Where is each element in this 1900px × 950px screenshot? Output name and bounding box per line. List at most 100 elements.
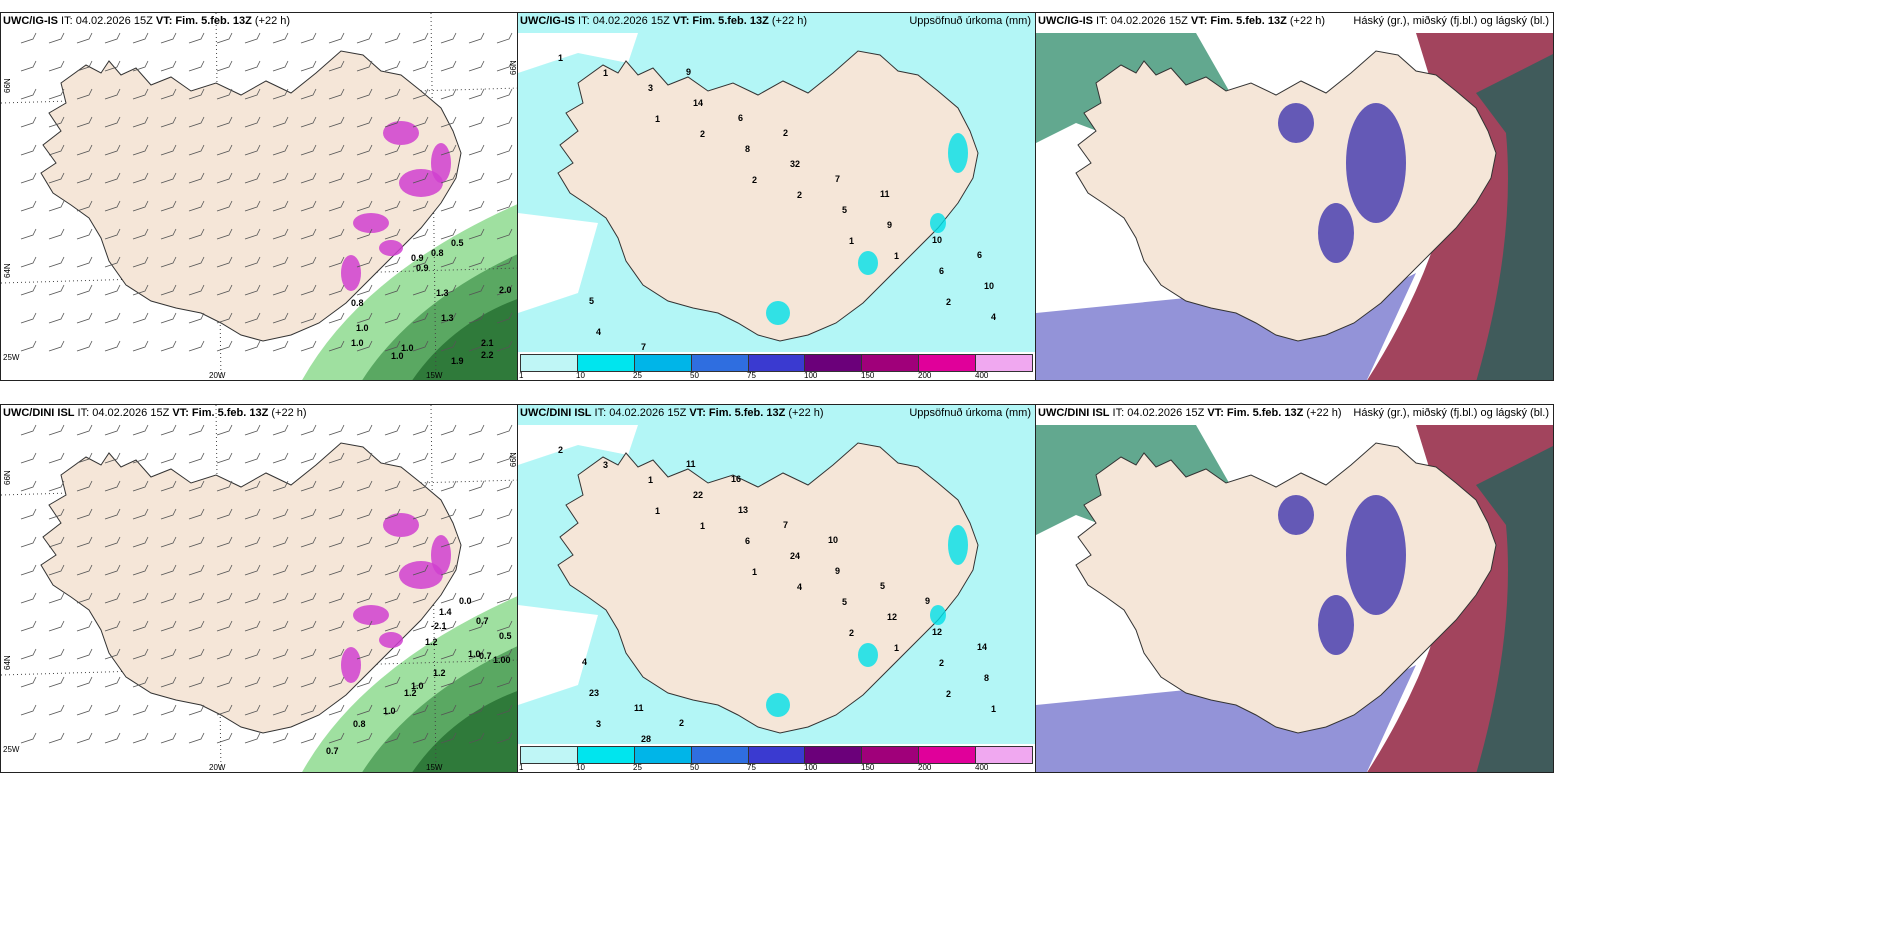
- wind-barb: [20, 676, 37, 688]
- model-label: UWC/IG-IS: [520, 15, 575, 27]
- wind-barb: [76, 256, 93, 268]
- wind-barb: [356, 592, 373, 604]
- field-value-label: 3: [596, 719, 602, 729]
- wind-barb: [272, 508, 289, 520]
- valid-time: VT: Fim. 5.feb. 13Z: [689, 407, 786, 419]
- issue-time: IT: 04.02.2026 15Z: [575, 15, 673, 27]
- wind-barb: [132, 256, 149, 268]
- wind-barb: [300, 620, 317, 632]
- field-value-label: 28: [641, 734, 652, 744]
- wind-barb: [328, 676, 345, 688]
- field-value-label: 0.9: [416, 263, 429, 273]
- wind-barb: [272, 116, 289, 128]
- wind-barb: [384, 564, 401, 576]
- grid-label: 20W: [209, 371, 226, 380]
- field-value-label: 1.0: [411, 681, 424, 691]
- wind-barb: [216, 88, 233, 100]
- grid-label: 20W: [209, 763, 226, 772]
- wind-barb: [356, 32, 373, 44]
- wind-barb: [244, 284, 261, 296]
- field-value-label: 0.8: [353, 719, 366, 729]
- wind-barb: [412, 144, 429, 156]
- field-value-label: 1.00: [493, 655, 511, 665]
- colorbar-tick-label: 150: [861, 371, 875, 380]
- field-value-label: 2: [783, 128, 789, 138]
- wind-barb: [440, 200, 457, 212]
- map-canvas: [518, 405, 1035, 772]
- green-field-dark: [412, 690, 518, 772]
- wind-barb: [356, 508, 373, 520]
- wind-barb: [48, 648, 65, 660]
- wind-barb: [20, 228, 37, 240]
- wind-barb: [468, 480, 485, 492]
- wind-barb: [440, 32, 457, 44]
- wind-barb: [244, 228, 261, 240]
- valid-time: VT: Fim. 5.feb. 13Z: [1190, 15, 1287, 27]
- wind-barb: [160, 508, 177, 520]
- wind-barb: [20, 704, 37, 716]
- mid-cloud: [1036, 273, 1416, 380]
- lat-gridline: [1, 479, 518, 496]
- wind-barb: [496, 32, 513, 44]
- wind-barb: [412, 228, 429, 240]
- wind-barb: [272, 592, 289, 604]
- field-value-label: 5: [842, 205, 848, 215]
- field-value-label: 1: [894, 251, 900, 261]
- wind-barb: [468, 116, 485, 128]
- issue-time: IT: 04.02.2026 15Z: [1109, 407, 1208, 419]
- field-value-label: 9: [835, 566, 841, 576]
- wind-barb: [20, 340, 37, 352]
- wind-barb: [48, 704, 65, 716]
- wind-barb: [496, 284, 513, 296]
- grid-label: 15W: [426, 371, 443, 380]
- mid-cloud-blob: [1318, 595, 1354, 655]
- wind-barb: [160, 228, 177, 240]
- wind-barb: [216, 144, 233, 156]
- wind-barb: [216, 200, 233, 212]
- wind-barb: [132, 172, 149, 184]
- wind-barb: [132, 676, 149, 688]
- wind-barb: [76, 312, 93, 324]
- wind-barb: [384, 60, 401, 72]
- wind-barb: [188, 88, 205, 100]
- map-canvas: [1, 13, 518, 380]
- wind-barb: [300, 60, 317, 72]
- wind-barb: [328, 144, 345, 156]
- wind-barb: [76, 676, 93, 688]
- wind-barb: [440, 284, 457, 296]
- colorbar-swatch: [521, 355, 578, 371]
- wind-barb: [104, 144, 121, 156]
- wind-barb: [132, 536, 149, 548]
- wind-barb: [48, 508, 65, 520]
- wind-barb: [244, 732, 261, 744]
- precip-blob: [930, 213, 946, 233]
- wind-barb: [356, 480, 373, 492]
- wind-barb: [132, 704, 149, 716]
- wind-barb: [272, 732, 289, 744]
- wind-barb: [160, 648, 177, 660]
- colorbar-swatch: [634, 747, 692, 763]
- field-value-label: 9: [887, 220, 893, 230]
- wind-barb: [104, 60, 121, 72]
- wind-barb: [76, 172, 93, 184]
- field-value-label: 0.8: [431, 248, 444, 258]
- wind-barb: [496, 228, 513, 240]
- colorbar-tick-label: 75: [747, 371, 756, 380]
- field-value-label: 12: [932, 627, 943, 637]
- field-value-label: 1.0: [401, 343, 414, 353]
- wind-barb: [384, 32, 401, 44]
- wind-barb: [468, 676, 485, 688]
- field-value-label: 2: [946, 297, 952, 307]
- wind-barb: [300, 144, 317, 156]
- wind-barb: [272, 60, 289, 72]
- colorbar-tick-label: 100: [804, 763, 818, 772]
- colorbar-tick-label: 1: [519, 371, 524, 380]
- wind-barb: [216, 32, 233, 44]
- model-label: UWC/IG-IS: [3, 15, 58, 27]
- wind-barb: [216, 480, 233, 492]
- wind-barb: [328, 732, 345, 744]
- field-value-label: 10: [828, 535, 839, 545]
- wind-barb: [20, 32, 37, 44]
- wind-barb: [412, 452, 429, 464]
- wind-barb: [132, 564, 149, 576]
